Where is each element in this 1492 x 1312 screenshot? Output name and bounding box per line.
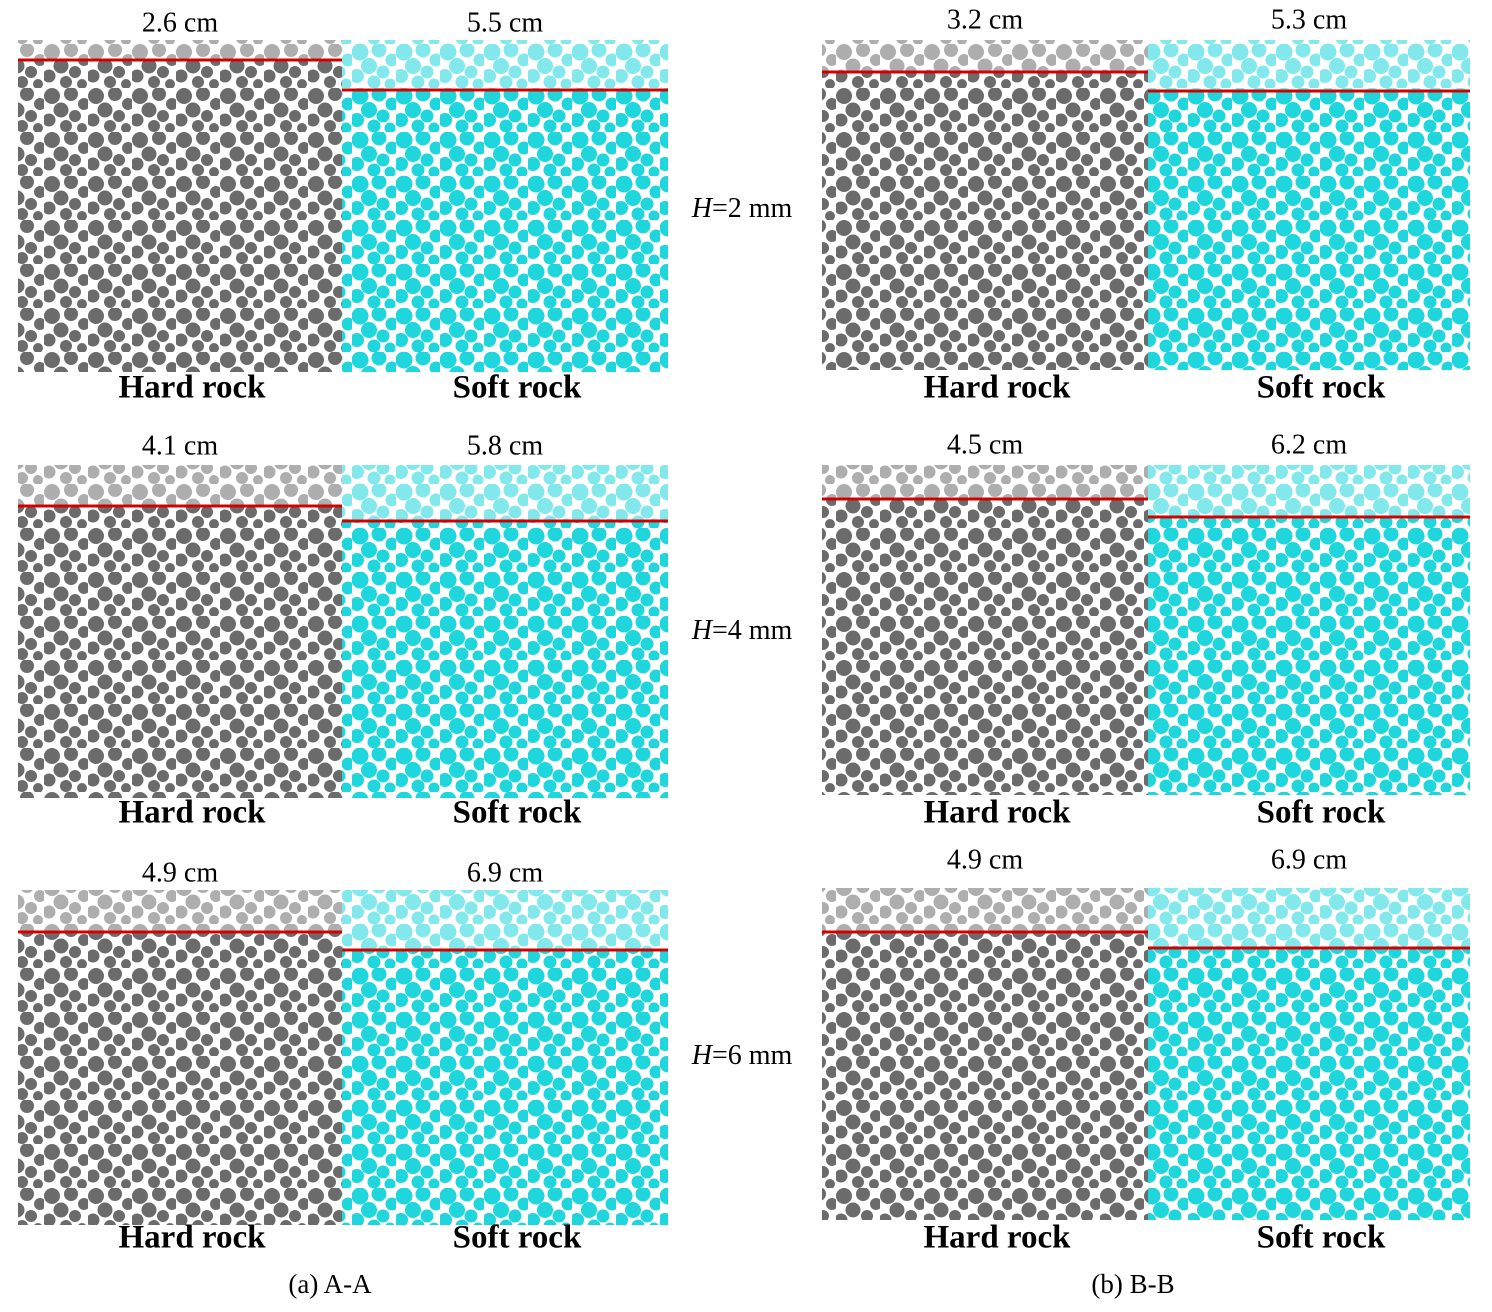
caption: (a) A-A	[288, 1269, 372, 1299]
hard-rock-debris	[822, 40, 1148, 72]
hard-rock-block	[822, 72, 1148, 370]
h-value: =4 mm	[712, 615, 793, 646]
hard-rock-block	[18, 60, 342, 372]
soft-rock-label: Soft rock	[453, 370, 582, 406]
hard-rock-label: Hard rock	[924, 795, 1072, 831]
soft-rock-debris	[342, 890, 668, 950]
panel: 4.9 cm Hard rock 6.9 cm Soft rock	[822, 844, 1470, 1256]
soft-rock-debris	[342, 465, 668, 521]
h-symbol: H	[691, 615, 714, 646]
hard-depth-label: 2.6 cm	[142, 7, 218, 38]
h-label: H=4 mm	[691, 615, 793, 646]
hard-rock-label: Hard rock	[119, 795, 267, 831]
hard-rock-block	[18, 506, 342, 798]
hard-rock-block	[822, 932, 1148, 1220]
panel: 3.2 cm Hard rock 5.3 cm Soft rock	[822, 4, 1470, 406]
hard-rock-label: Hard rock	[924, 370, 1072, 406]
hard-rock-label: Hard rock	[119, 370, 267, 406]
panel: 4.5 cm Hard rock 6.2 cm Soft rock	[822, 429, 1470, 831]
hard-rock-debris	[18, 890, 342, 932]
soft-rock-debris	[1148, 40, 1470, 91]
hard-rock-block	[822, 499, 1148, 795]
soft-rock-label: Soft rock	[1257, 370, 1386, 406]
soft-depth-label: 6.9 cm	[467, 857, 543, 888]
caption: (b) B-B	[1091, 1269, 1174, 1299]
soft-rock-debris	[1148, 465, 1470, 517]
h-symbol: H	[691, 1040, 714, 1071]
hard-depth-label: 4.1 cm	[142, 430, 218, 461]
hard-depth-label: 3.2 cm	[947, 4, 1023, 35]
soft-rock-block	[1148, 948, 1470, 1220]
hard-rock-debris	[18, 40, 342, 60]
soft-depth-label: 6.2 cm	[1271, 429, 1347, 460]
soft-depth-label: 6.9 cm	[1271, 844, 1347, 875]
soft-rock-block	[342, 521, 668, 798]
hard-rock-debris	[18, 465, 342, 506]
panel: 2.6 cm Hard rock 5.5 cm Soft rock	[18, 7, 668, 406]
soft-rock-label: Soft rock	[453, 795, 582, 831]
hard-rock-block	[18, 932, 342, 1225]
soft-rock-debris	[342, 40, 668, 90]
h-value: =2 mm	[712, 193, 793, 224]
h-label: H=2 mm	[691, 193, 793, 224]
hard-depth-label: 4.5 cm	[947, 429, 1023, 460]
h-label: H=6 mm	[691, 1040, 793, 1071]
hard-rock-label: Hard rock	[119, 1220, 267, 1256]
soft-rock-block	[342, 950, 668, 1225]
hard-depth-label: 4.9 cm	[142, 857, 218, 888]
soft-rock-block	[1148, 91, 1470, 370]
panel: 4.9 cm Hard rock 6.9 cm Soft rock	[18, 857, 668, 1256]
hard-depth-label: 4.9 cm	[947, 844, 1023, 875]
h-symbol: H	[691, 193, 714, 224]
panel: 4.1 cm Hard rock 5.8 cm Soft rock	[18, 430, 668, 831]
soft-rock-block	[342, 90, 668, 372]
soft-rock-label: Soft rock	[453, 1220, 582, 1256]
soft-rock-debris	[1148, 888, 1470, 948]
soft-depth-label: 5.8 cm	[467, 430, 543, 461]
hard-rock-debris	[822, 465, 1148, 499]
soft-rock-label: Soft rock	[1257, 795, 1386, 831]
soft-rock-block	[1148, 517, 1470, 795]
soft-rock-label: Soft rock	[1257, 1220, 1386, 1256]
hard-rock-label: Hard rock	[924, 1220, 1072, 1256]
soft-depth-label: 5.3 cm	[1271, 4, 1347, 35]
hard-rock-debris	[822, 888, 1148, 932]
soft-depth-label: 5.5 cm	[467, 7, 543, 38]
h-value: =6 mm	[712, 1040, 793, 1071]
